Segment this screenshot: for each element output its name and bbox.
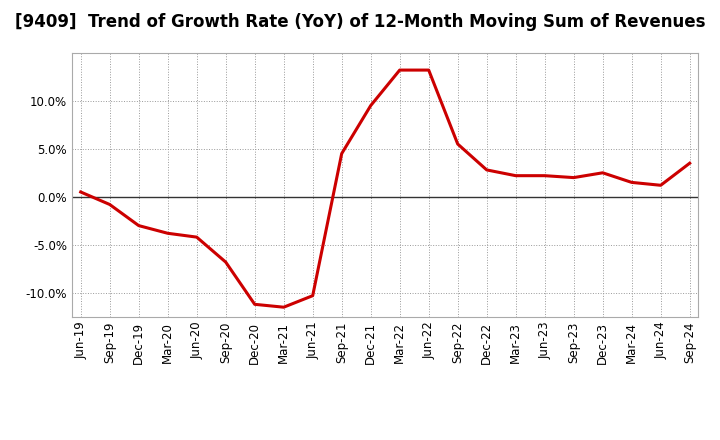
Text: [9409]  Trend of Growth Rate (YoY) of 12-Month Moving Sum of Revenues: [9409] Trend of Growth Rate (YoY) of 12-… [14, 13, 706, 31]
